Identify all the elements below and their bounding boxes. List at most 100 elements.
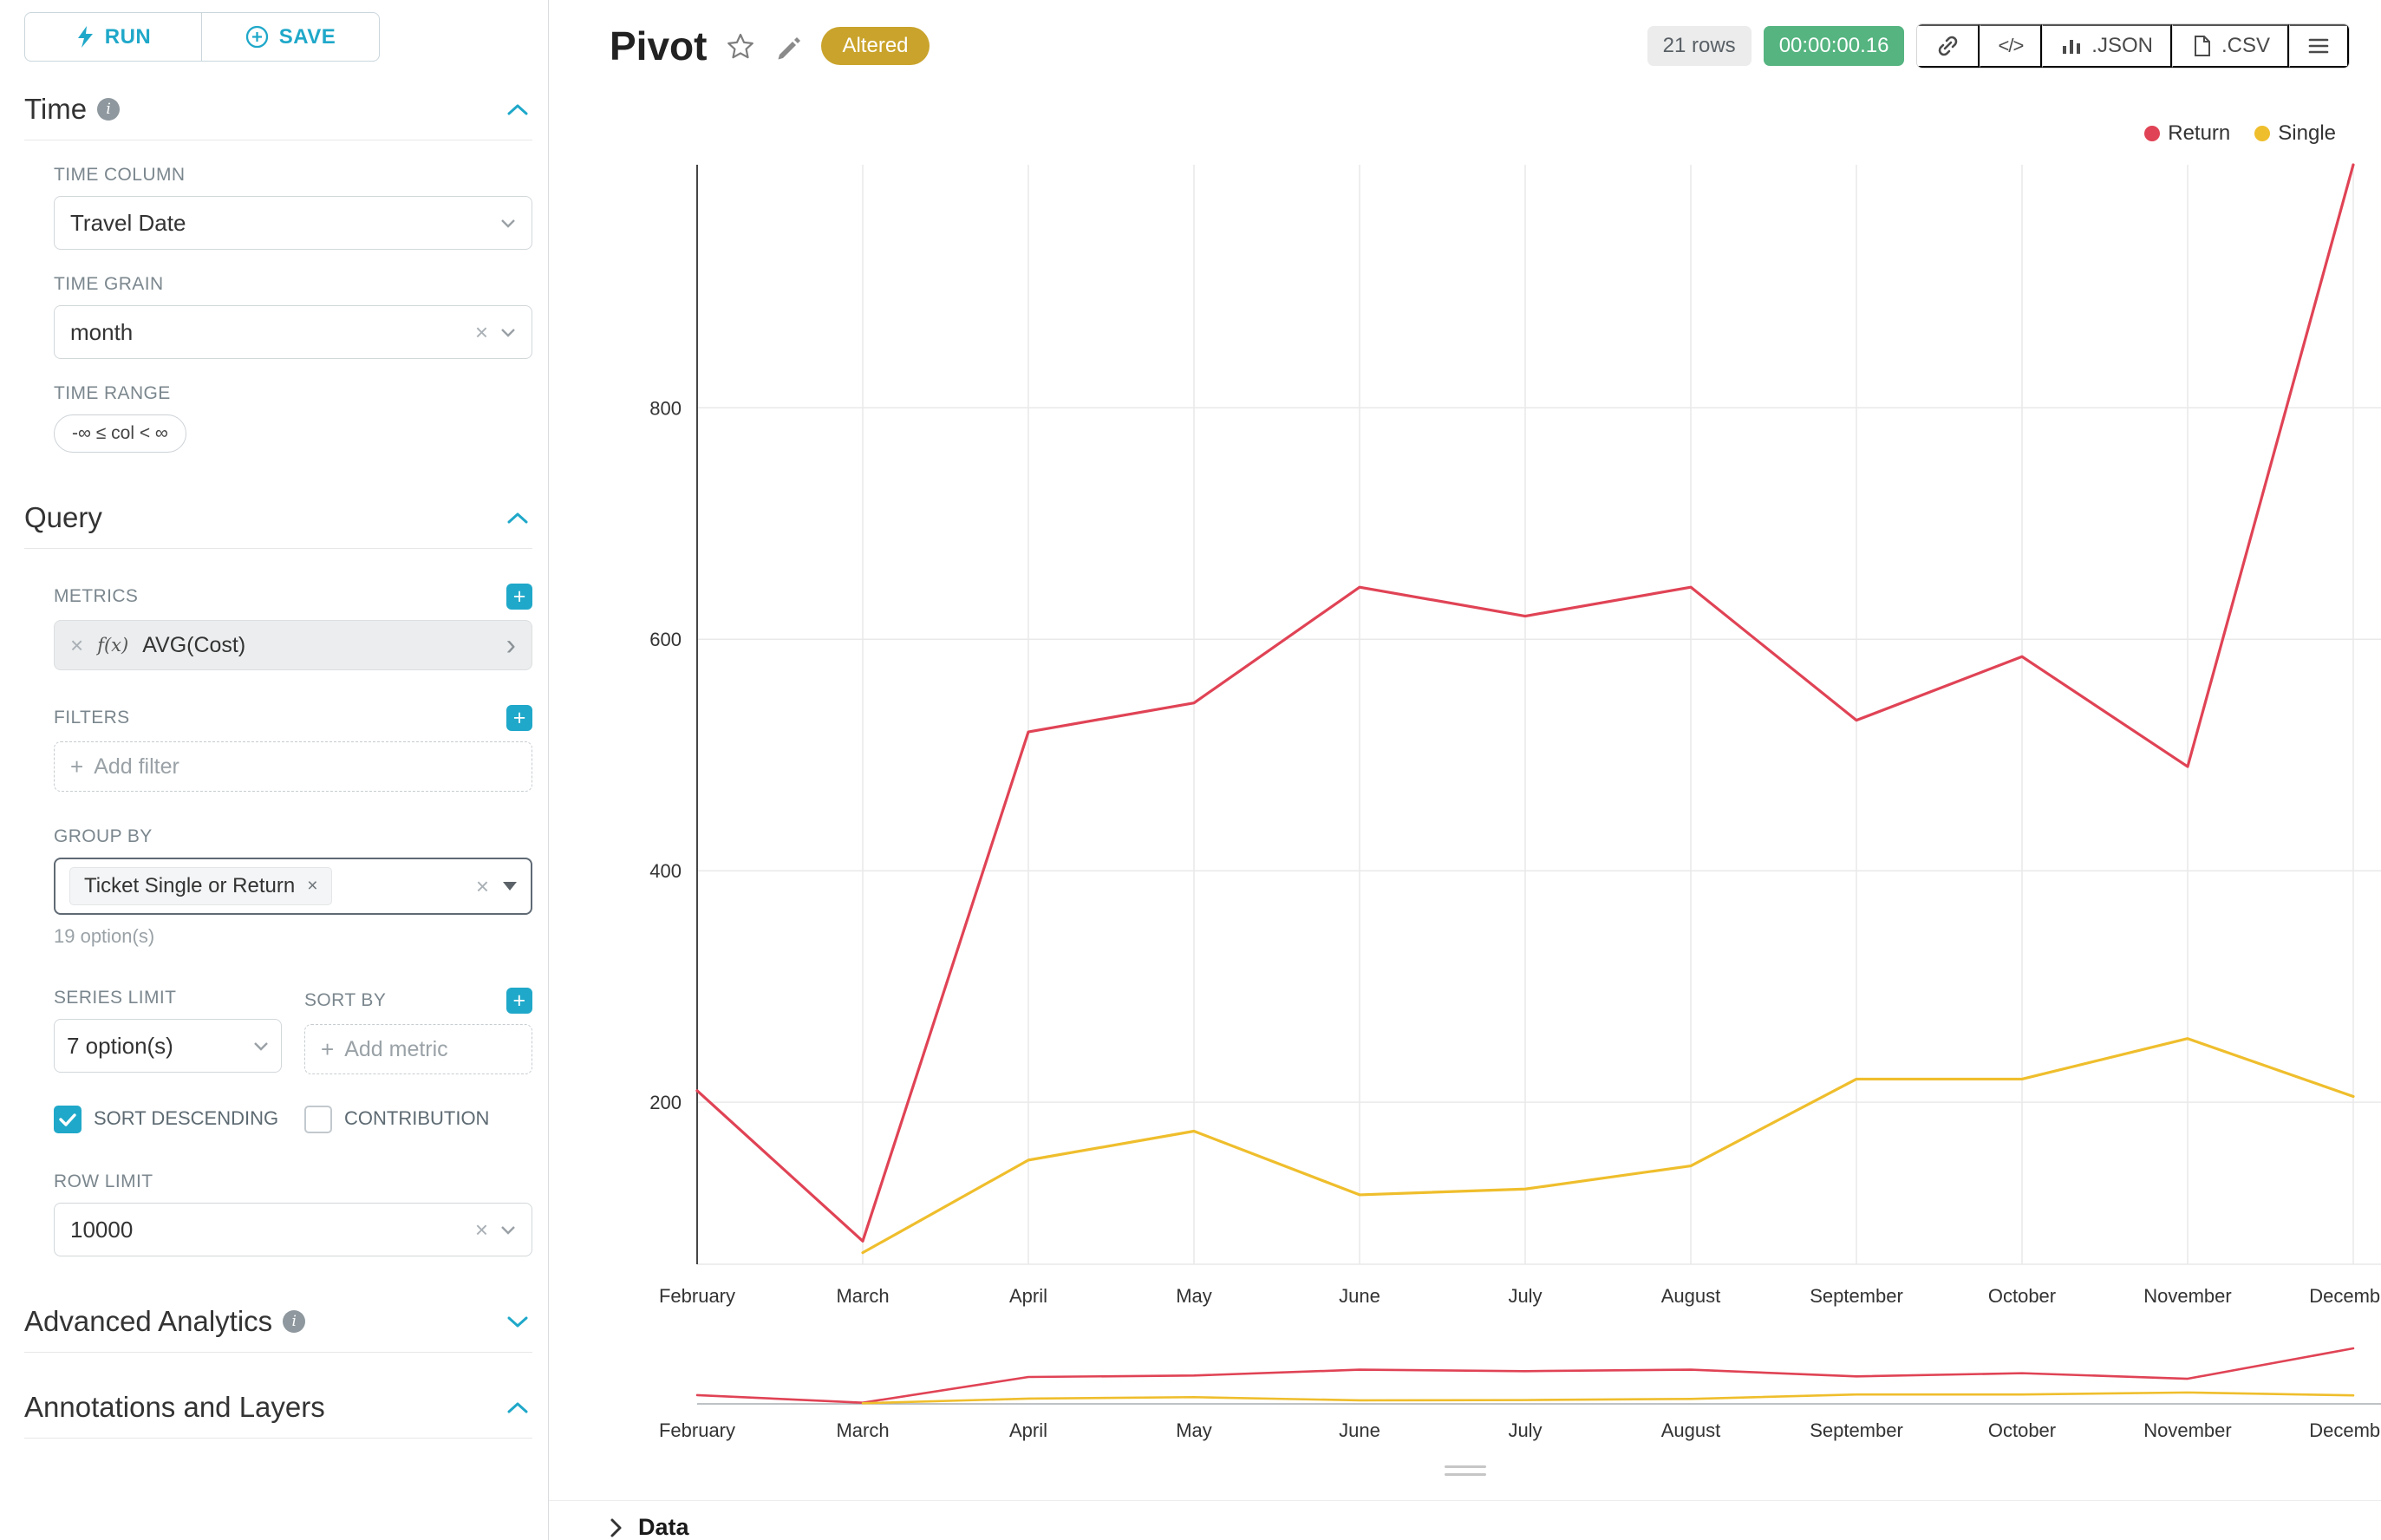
bolt-icon — [77, 26, 93, 48]
expand-metric-icon[interactable]: › — [506, 629, 516, 662]
clear-icon[interactable]: × — [474, 319, 488, 345]
row-limit-label: ROW LIMIT — [54, 1171, 153, 1191]
checkbox-checked-icon[interactable] — [54, 1106, 82, 1133]
group-by-select[interactable]: Ticket Single or Return × × — [54, 858, 532, 915]
time-grain-label: TIME GRAIN — [54, 274, 164, 294]
copy-link-button[interactable] — [1917, 24, 1980, 68]
query-timer-badge: 00:00:00.16 — [1763, 26, 1905, 66]
plus-icon: + — [70, 753, 84, 780]
chevron-down-icon — [501, 1225, 515, 1235]
time-range-field: TIME RANGE -∞ ≤ col < ∞ — [54, 383, 532, 453]
filters-label: FILTERS — [54, 708, 130, 728]
svg-text:March: March — [836, 1285, 889, 1307]
series-limit-select[interactable]: 7 option(s) — [54, 1019, 282, 1073]
chevron-down-icon[interactable] — [506, 1315, 529, 1328]
svg-text:800: 800 — [649, 397, 682, 419]
favorite-star-icon[interactable] — [726, 32, 755, 60]
file-icon — [2194, 36, 2210, 56]
time-section: Time i TIME COLUMN Travel Date TIME GRAI… — [24, 93, 532, 453]
chevron-up-icon[interactable] — [506, 512, 529, 525]
sort-descending-label: SORT DESCENDING — [94, 1107, 279, 1129]
row-count-badge: 21 rows — [1647, 26, 1752, 66]
control-panel-sidebar: RUN SAVE Time i TIME COLUMN Travel Date — [0, 0, 549, 1540]
add-filter-dropzone[interactable]: + Add filter — [54, 741, 532, 792]
sort-by-col: SORT BY + + Add metric — [304, 988, 532, 1074]
time-column-value: Travel Date — [70, 209, 186, 236]
save-button-label: SAVE — [278, 24, 336, 49]
legend-item-single[interactable]: Single — [2254, 121, 2336, 146]
time-column-label: TIME COLUMN — [54, 165, 186, 185]
chevron-up-icon[interactable] — [506, 103, 529, 116]
contribution-label: CONTRIBUTION — [344, 1107, 490, 1129]
run-button[interactable]: RUN — [24, 12, 202, 62]
svg-text:April: April — [1009, 1419, 1047, 1441]
clear-icon[interactable]: × — [474, 1217, 488, 1243]
sort-by-label: SORT BY — [304, 990, 387, 1010]
add-metric-button[interactable]: + — [506, 584, 532, 610]
header-right-cluster: 21 rows 00:00:00.16 </> .JSON . — [1647, 23, 2350, 69]
altered-badge[interactable]: Altered — [821, 27, 930, 65]
embed-code-button[interactable]: </> — [1980, 24, 2043, 68]
advanced-analytics-header[interactable]: Advanced Analytics i — [24, 1305, 532, 1353]
svg-text:200: 200 — [649, 1092, 682, 1113]
svg-text:November: November — [2143, 1419, 2231, 1441]
save-button[interactable]: SAVE — [202, 12, 380, 62]
chart-menu-button[interactable] — [2289, 24, 2349, 68]
sort-descending-checkbox-item[interactable]: SORT DESCENDING — [54, 1106, 282, 1133]
remove-tag-icon[interactable]: × — [307, 876, 318, 896]
advanced-analytics-section: Advanced Analytics i — [24, 1305, 532, 1353]
query-section-header[interactable]: Query — [24, 501, 532, 549]
line-chart[interactable]: 200 400 600 800 February March April May June Jul… — [549, 130, 2381, 1340]
metric-pill[interactable]: × f(x) AVG(Cost) › — [54, 620, 532, 670]
advanced-analytics-title: Advanced Analytics — [24, 1305, 273, 1337]
fx-icon: f(x) — [97, 635, 129, 656]
svg-text:400: 400 — [649, 860, 682, 882]
chart-header: Pivot Altered 21 rows 00:00:00.16 </> — [610, 23, 2350, 69]
svg-text:July: July — [1508, 1285, 1542, 1307]
remove-metric-icon[interactable]: × — [70, 632, 84, 658]
data-panel-toggle[interactable]: Data — [549, 1500, 2381, 1540]
chart-title: Pivot — [610, 23, 708, 69]
legend-item-return[interactable]: Return — [2144, 121, 2230, 146]
svg-text:November: November — [2143, 1285, 2231, 1307]
add-sort-metric-button[interactable]: + — [506, 988, 532, 1014]
group-by-tag-label: Ticket Single or Return — [84, 874, 296, 897]
series-limit-value: 7 option(s) — [67, 1032, 173, 1059]
clear-icon[interactable]: × — [475, 873, 489, 899]
checkbox-unchecked-icon[interactable] — [304, 1106, 332, 1133]
legend-dot-return — [2144, 126, 2161, 141]
group-by-tag[interactable]: Ticket Single or Return × — [69, 867, 333, 905]
chart-preview-strip[interactable]: February March April May June July August Septe… — [549, 1340, 2381, 1448]
row-limit-select[interactable]: 10000 × — [54, 1203, 532, 1256]
export-csv-button[interactable]: .CSV — [2171, 24, 2289, 68]
resize-drag-handle[interactable] — [1444, 1465, 1486, 1476]
time-column-select[interactable]: Travel Date — [54, 196, 532, 250]
chevron-down-icon — [254, 1041, 268, 1051]
row-limit-value: 10000 — [70, 1216, 134, 1243]
time-range-pill[interactable]: -∞ ≤ col < ∞ — [54, 414, 186, 453]
time-grain-select[interactable]: month × — [54, 305, 532, 359]
annotations-header[interactable]: Annotations and Layers — [24, 1391, 532, 1439]
svg-text:April: April — [1009, 1285, 1047, 1307]
edit-title-icon[interactable] — [774, 32, 802, 60]
svg-text:600: 600 — [649, 629, 682, 650]
run-save-button-row: RUN SAVE — [24, 12, 532, 62]
series-limit-col: SERIES LIMIT 7 option(s) — [54, 988, 282, 1074]
menu-icon — [2308, 38, 2329, 54]
group-by-label: GROUP BY — [54, 826, 153, 846]
export-button-group: </> .JSON .CSV — [1916, 23, 2350, 69]
legend-label-return: Return — [2168, 121, 2231, 145]
export-json-button[interactable]: .JSON — [2042, 24, 2172, 68]
add-sort-metric-dropzone[interactable]: + Add metric — [304, 1024, 532, 1074]
time-section-header[interactable]: Time i — [24, 93, 532, 140]
link-icon — [1939, 36, 1958, 56]
caret-down-icon — [503, 882, 517, 891]
chevron-up-icon[interactable] — [506, 1401, 529, 1414]
svg-text:June: June — [1339, 1285, 1380, 1307]
chevron-down-icon — [501, 328, 515, 337]
svg-text:May: May — [1176, 1419, 1212, 1441]
add-filter-button[interactable]: + — [506, 705, 532, 731]
row-limit-field: ROW LIMIT 10000 × — [54, 1171, 532, 1256]
contribution-checkbox-item[interactable]: CONTRIBUTION — [304, 1106, 532, 1133]
